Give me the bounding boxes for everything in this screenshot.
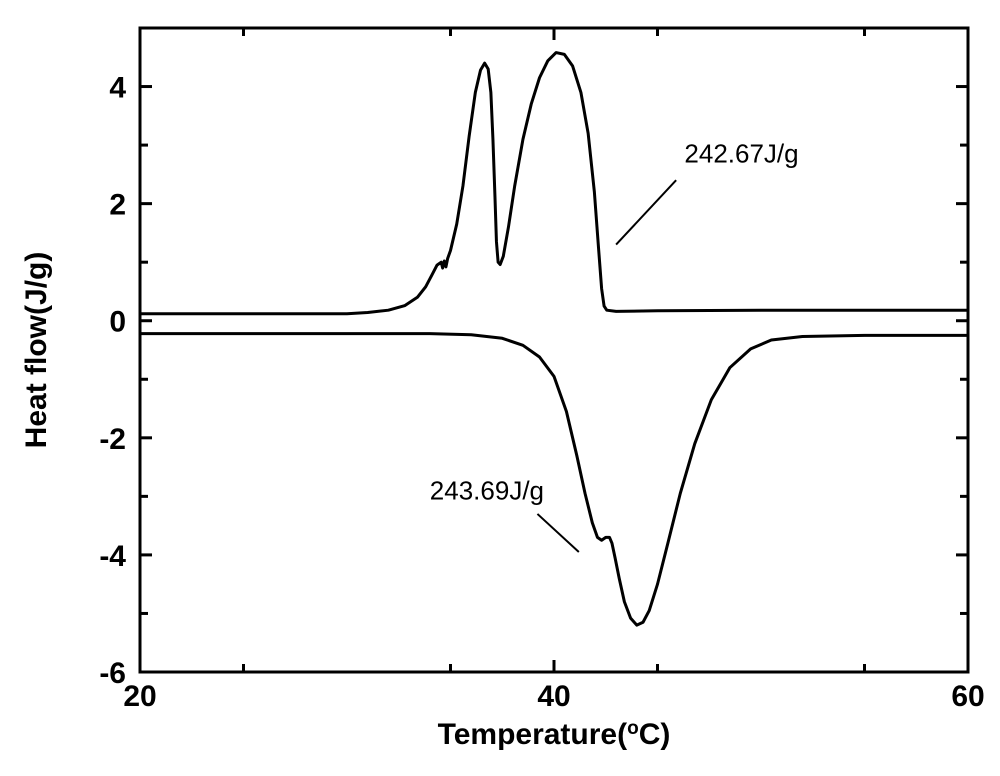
y-tick-label: 4: [109, 72, 126, 105]
y-axis-label: Heat flow(J/g): [20, 252, 53, 449]
y-tick-label: 2: [109, 189, 126, 222]
x-tick-label: 60: [951, 680, 984, 713]
x-tick-label: 20: [123, 680, 156, 713]
y-tick-label: 0: [109, 306, 126, 339]
y-tick-label: -2: [99, 423, 126, 456]
y-tick-label: -4: [99, 540, 126, 573]
chart-bg: [0, 0, 1000, 776]
annotation-text: 243.69J/g: [430, 475, 544, 505]
y-tick-label: -6: [99, 657, 126, 690]
annotation-text: 242.67J/g: [684, 139, 798, 169]
x-tick-label: 40: [537, 680, 570, 713]
chart-svg: 204060-6-4-2024242.67J/g243.69J/gTempera…: [0, 0, 1000, 776]
dsc-chart: 204060-6-4-2024242.67J/g243.69J/gTempera…: [0, 0, 1000, 776]
